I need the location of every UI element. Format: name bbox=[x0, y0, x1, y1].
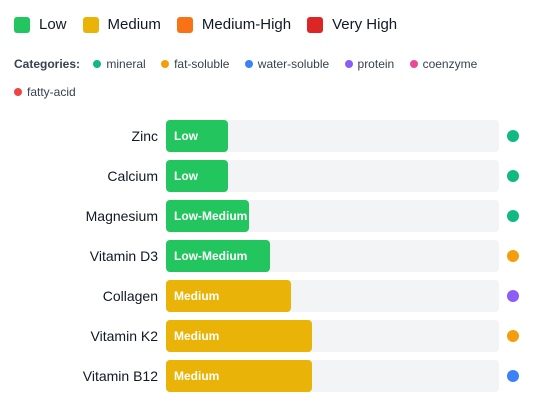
bar-track: Low bbox=[166, 160, 499, 192]
category-dot bbox=[14, 88, 22, 96]
bar-data-label: Medium bbox=[174, 369, 220, 383]
category-label: mineral bbox=[106, 57, 146, 71]
category-indicator-dot bbox=[507, 170, 519, 182]
category-item-mineral: mineral bbox=[93, 50, 146, 78]
category-item-water-soluble: water-soluble bbox=[244, 50, 330, 78]
category-tick-label: Zinc bbox=[131, 128, 158, 144]
category-label: coenzyme bbox=[422, 57, 478, 71]
category-indicator-dot bbox=[507, 130, 519, 142]
bar: Low-Medium bbox=[166, 240, 270, 272]
category-indicator-dot bbox=[507, 250, 519, 262]
category-dot bbox=[244, 60, 253, 68]
legend-label: Very High bbox=[332, 16, 398, 33]
category-item-coenzyme: coenzyme bbox=[409, 50, 478, 78]
bar: Medium bbox=[166, 320, 312, 352]
chart-row: Magnesium Low-Medium bbox=[0, 200, 536, 232]
category-tick-label: Vitamin D3 bbox=[89, 248, 158, 264]
bar-data-label: Medium bbox=[174, 289, 220, 303]
legend-item-medium-high: Medium-High bbox=[176, 16, 292, 33]
legend-item-low: Low bbox=[14, 16, 67, 33]
category-item-protein: protein bbox=[344, 50, 395, 78]
category-tick-label: Vitamin K2 bbox=[90, 328, 158, 344]
category-tick-label: Vitamin B12 bbox=[82, 368, 158, 384]
bar: Low-Medium bbox=[166, 200, 249, 232]
chart-row: Zinc Low bbox=[0, 120, 536, 152]
category-legend: Categories: mineral fat-soluble water-so… bbox=[14, 50, 514, 106]
chart-row: Collagen Medium bbox=[0, 280, 536, 312]
legend-label: Medium-High bbox=[201, 16, 292, 33]
category-indicator-dot bbox=[507, 210, 519, 222]
category-label: protein bbox=[357, 57, 395, 71]
category-dot bbox=[161, 60, 170, 68]
bar-track: Low bbox=[166, 120, 499, 152]
legend-item-very-high: Very High bbox=[307, 16, 397, 33]
legend-swatch bbox=[14, 16, 30, 33]
category-indicator-dot bbox=[507, 370, 519, 382]
category-dot bbox=[409, 60, 418, 68]
bar-data-label: Low bbox=[174, 169, 198, 183]
legend-swatch bbox=[307, 16, 324, 33]
legend-item-medium: Medium bbox=[82, 16, 161, 33]
legend-swatch bbox=[176, 16, 193, 33]
bar: Medium bbox=[166, 360, 312, 392]
bar-track: Low-Medium bbox=[166, 240, 499, 272]
bar-track: Medium bbox=[166, 320, 499, 352]
chart-row: Vitamin D3 Low-Medium bbox=[0, 240, 536, 272]
chart-row: Vitamin B12 Medium bbox=[0, 360, 536, 392]
bar-data-label: Medium bbox=[174, 329, 220, 343]
legend-label: Low bbox=[39, 16, 67, 33]
category-tick-label: Calcium bbox=[107, 168, 158, 184]
chart-row: Calcium Low bbox=[0, 160, 536, 192]
legend: Low Medium Medium-High Very High bbox=[14, 16, 413, 33]
category-indicator-dot bbox=[507, 290, 519, 302]
bar-track: Low-Medium bbox=[166, 200, 499, 232]
legend-label: Medium bbox=[107, 16, 161, 33]
bar-data-label: Low bbox=[174, 129, 198, 143]
category-tick-label: Collagen bbox=[102, 288, 158, 304]
category-label: water-soluble bbox=[257, 57, 330, 71]
category-label: fat-soluble bbox=[174, 57, 230, 71]
legend-swatch bbox=[82, 16, 99, 33]
category-heading: Categories: bbox=[14, 57, 81, 71]
bar-track: Medium bbox=[166, 360, 499, 392]
bar: Low bbox=[166, 120, 228, 152]
bar: Medium bbox=[166, 280, 291, 312]
category-label: fatty-acid bbox=[27, 85, 76, 99]
category-dot bbox=[93, 60, 102, 68]
category-tick-label: Magnesium bbox=[85, 208, 158, 224]
category-item-fatty-acid: fatty-acid bbox=[14, 78, 76, 106]
category-item-fat-soluble: fat-soluble bbox=[161, 50, 229, 78]
bar: Low bbox=[166, 160, 228, 192]
chart-row: Vitamin K2 Medium bbox=[0, 320, 536, 352]
bar-data-label: Low-Medium bbox=[174, 209, 248, 223]
category-dot bbox=[344, 60, 353, 68]
bar-track: Medium bbox=[166, 280, 499, 312]
bar-data-label: Low-Medium bbox=[174, 249, 248, 263]
category-indicator-dot bbox=[507, 330, 519, 342]
